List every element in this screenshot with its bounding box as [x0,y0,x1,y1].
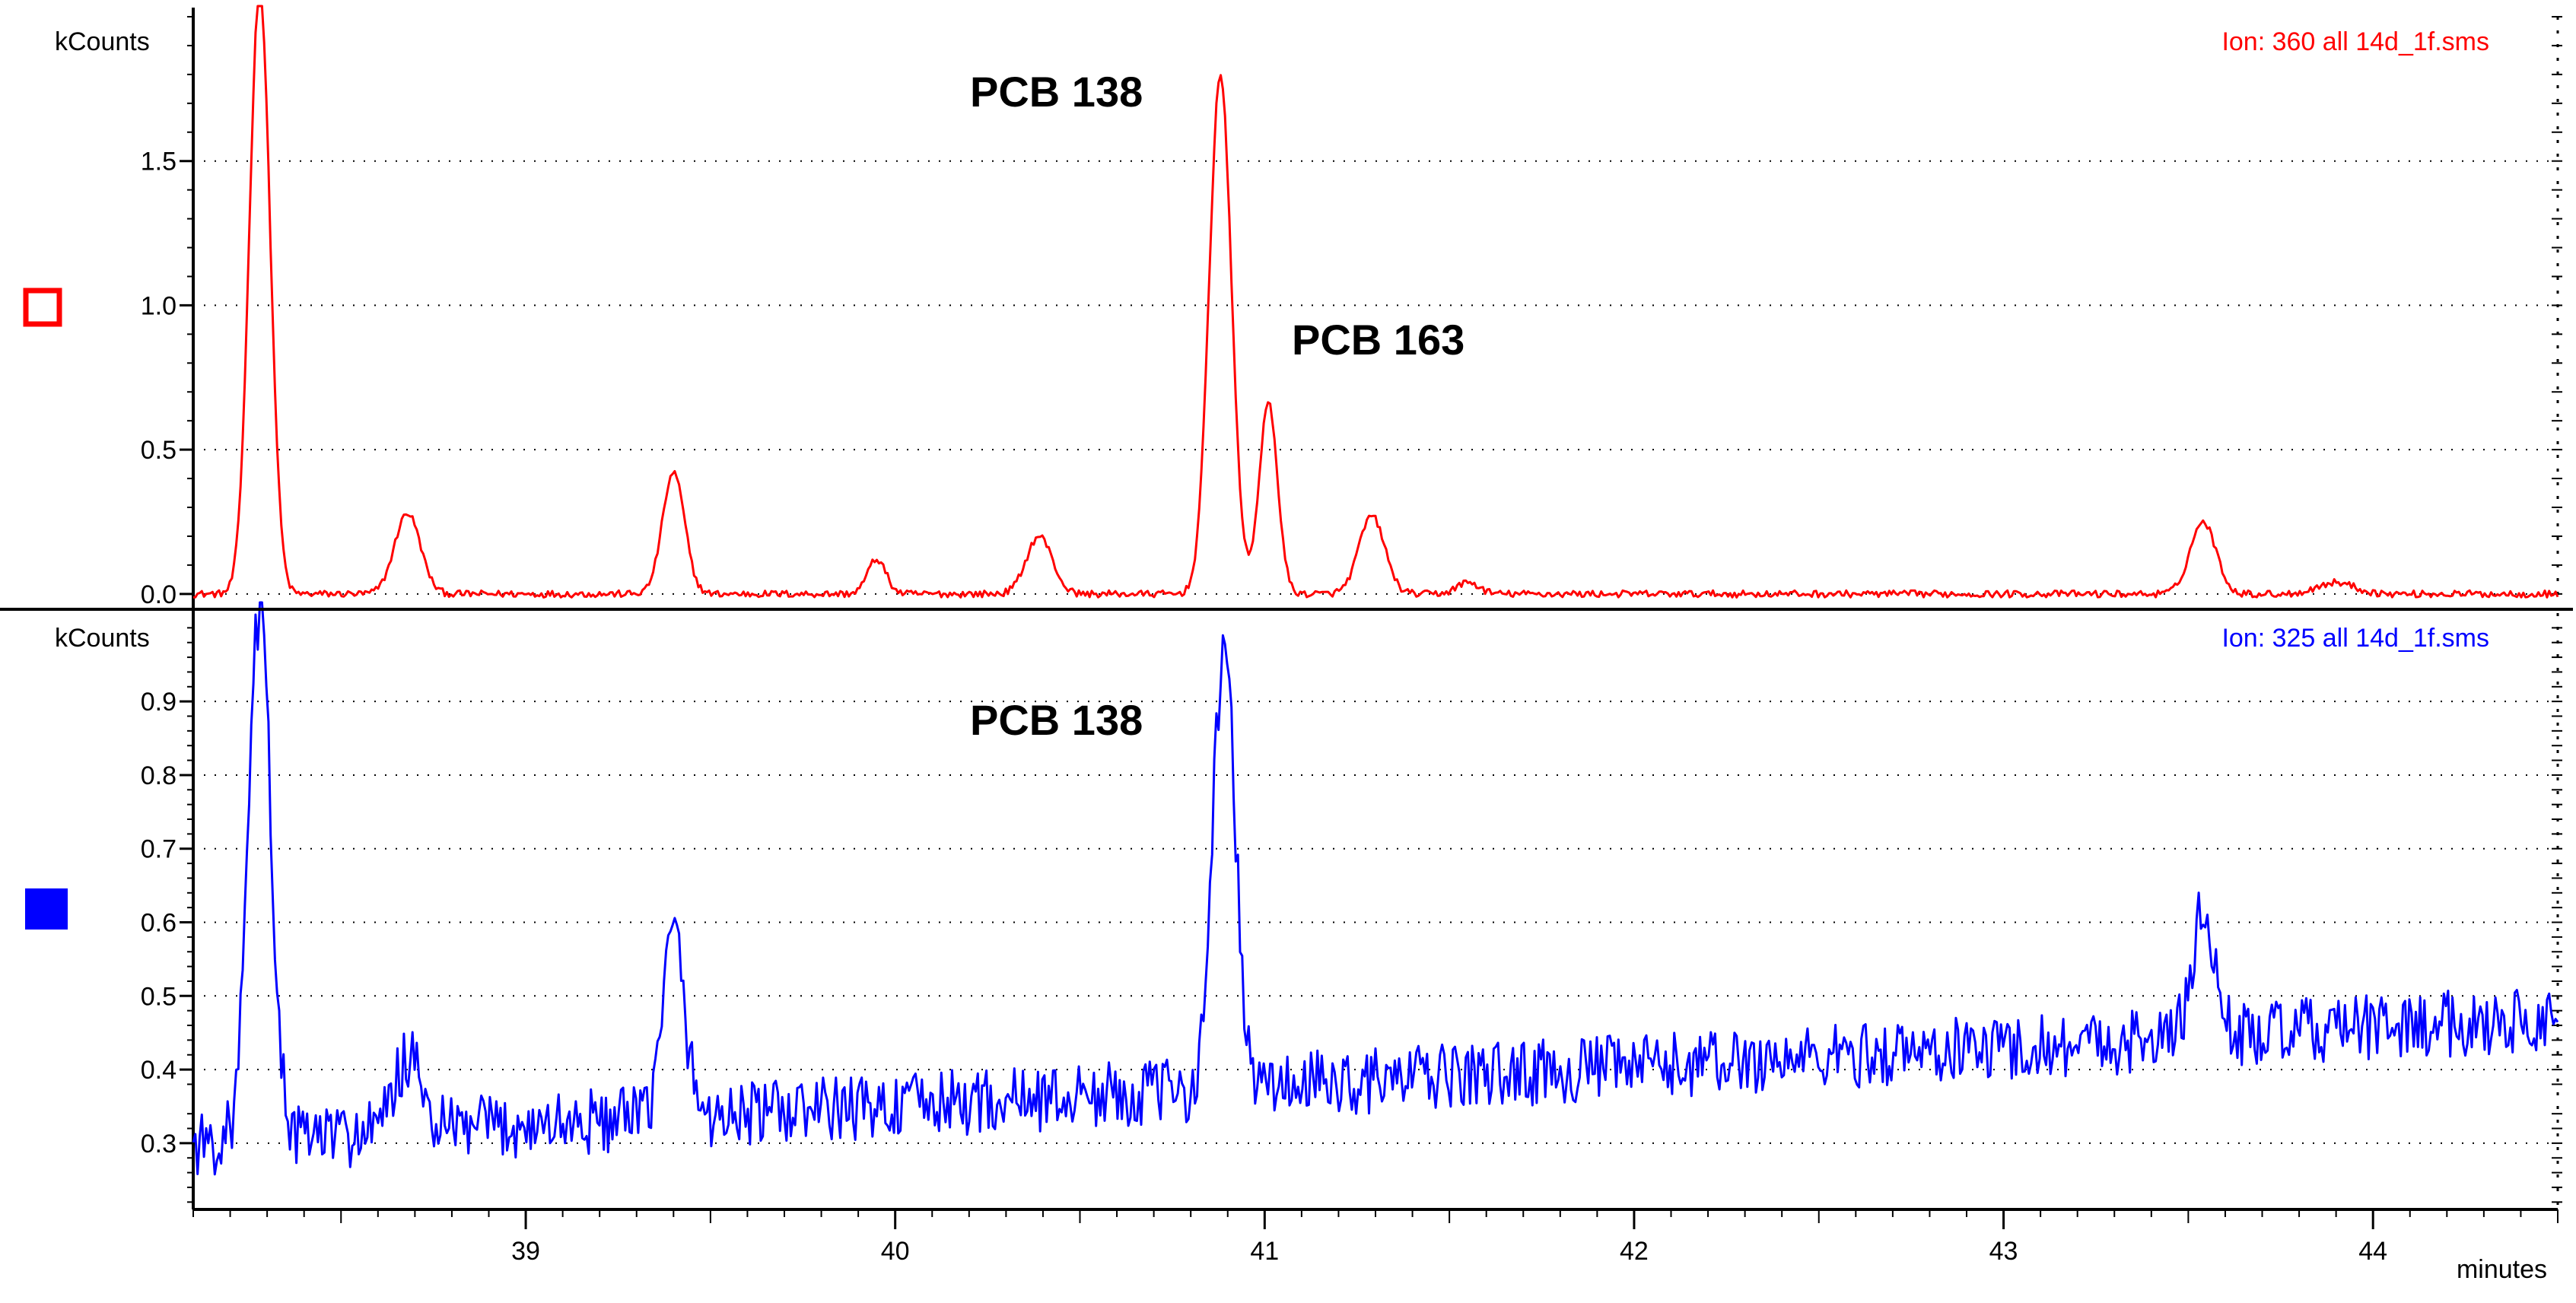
bottom-y-tick-label: 0.9 [141,688,177,717]
top-ion-label: Ion: 360 all 14d_1f.sms [2221,27,2489,56]
bottom-ion-label: Ion: 325 all 14d_1f.sms [2221,624,2489,653]
bottom-y-tick-label: 0.7 [141,835,177,864]
top-y-tick-label: 1.0 [141,291,177,320]
bottom-ylabel: kCounts [55,624,150,653]
top-y-tick-label: 0.0 [141,580,177,609]
bottom-pane: kCounts Ion: 325 all 14d_1f.sms PCB 138 … [25,601,2562,1209]
x-tick-label: 44 [2358,1237,2387,1266]
top-annotation-pcb-163: PCB 163 [1292,316,1465,364]
top-y-tick-label: 1.5 [141,148,177,176]
bottom-y-tick-label: 0.3 [141,1130,177,1158]
bottom-trace [192,601,2559,1176]
x-tick-label: 43 [1989,1237,2018,1266]
bottom-y-tick-label: 0.4 [141,1056,177,1085]
x-tick-label: 39 [511,1237,540,1266]
x-tick-label: 42 [1620,1237,1649,1266]
top-pane: kCounts Ion: 360 all 14d_1f.sms PCB 138 … [23,5,2562,609]
bottom-y-tick-label: 0.5 [141,982,177,1011]
top-annotation-pcb-138: PCB 138 [970,68,1143,116]
x-axis-label: minutes [2457,1255,2547,1284]
top-ylabel: kCounts [55,27,150,56]
bottom-y-tick-label: 0.8 [141,761,177,790]
top-trace [193,5,2559,599]
x-tick-label: 41 [1250,1237,1279,1266]
bottom-annotation-pcb-138: PCB 138 [970,696,1143,744]
top-legend-marker[interactable] [23,288,62,327]
bottom-legend-marker[interactable] [25,888,68,930]
bottom-y-tick-label: 0.6 [141,909,177,938]
top-y-tick-label: 0.5 [141,436,177,465]
x-tick-label: 40 [881,1237,910,1266]
